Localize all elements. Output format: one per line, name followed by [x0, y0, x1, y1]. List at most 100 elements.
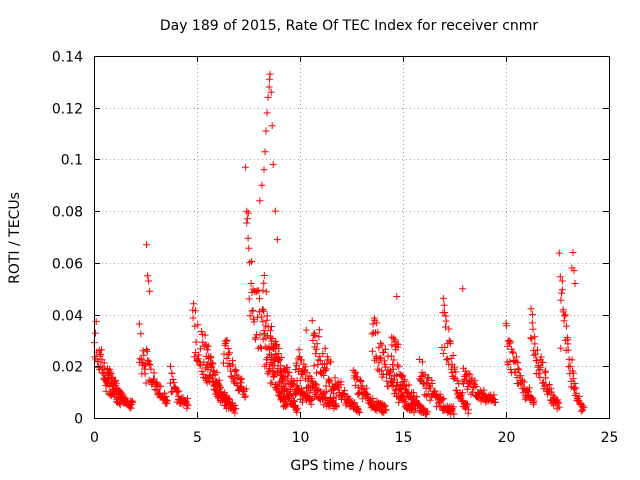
data-point	[410, 392, 418, 400]
data-point	[315, 333, 323, 341]
data-point	[115, 388, 123, 396]
data-point	[557, 296, 565, 304]
data-point	[169, 376, 177, 383]
data-point	[393, 293, 401, 300]
data-point	[106, 368, 114, 376]
data-point	[269, 161, 277, 169]
y-tick-label: 0.06	[52, 257, 83, 273]
data-point	[303, 369, 311, 377]
data-point	[514, 365, 522, 373]
data-point	[463, 401, 471, 409]
data-point	[92, 329, 99, 337]
data-point	[387, 352, 395, 360]
data-point	[571, 380, 579, 387]
data-point	[204, 346, 212, 354]
data-point	[274, 382, 282, 390]
data-point	[566, 362, 574, 370]
data-point	[206, 373, 214, 381]
data-point	[203, 361, 211, 369]
data-point	[231, 409, 239, 417]
y-tick-label: 0.14	[52, 50, 83, 66]
data-point	[174, 388, 182, 396]
data-point	[529, 325, 537, 333]
data-point	[145, 277, 153, 285]
data-point	[145, 357, 153, 365]
data-point	[128, 397, 136, 405]
data-point	[520, 378, 528, 386]
data-point	[147, 365, 155, 373]
data-point	[531, 333, 539, 341]
data-point	[107, 369, 115, 377]
data-point	[374, 365, 382, 373]
data-point	[323, 360, 331, 368]
data-point	[369, 320, 377, 328]
data-point	[243, 219, 251, 227]
data-point	[194, 321, 202, 329]
data-point	[502, 322, 510, 330]
data-point	[399, 372, 407, 380]
data-point	[510, 357, 518, 365]
data-point	[320, 372, 328, 379]
data-point	[216, 384, 224, 392]
data-point	[389, 381, 397, 389]
data-point	[313, 340, 321, 348]
data-point	[266, 75, 273, 83]
data-point	[140, 351, 148, 359]
data-point	[290, 398, 298, 405]
data-point	[459, 285, 467, 293]
data-point	[231, 375, 239, 383]
data-point	[259, 318, 267, 326]
data-point	[322, 382, 330, 390]
data-point	[141, 370, 149, 378]
data-point	[556, 273, 564, 281]
data-point	[290, 377, 298, 385]
data-point	[561, 311, 569, 319]
data-point	[244, 209, 252, 217]
data-point	[135, 320, 143, 328]
data-point	[199, 370, 207, 378]
data-point	[302, 326, 310, 334]
data-point	[98, 346, 105, 354]
data-point	[448, 407, 456, 415]
data-point	[137, 330, 145, 338]
data-point	[153, 378, 161, 386]
data-point	[213, 368, 221, 376]
data-point	[311, 332, 319, 340]
data-point	[261, 330, 269, 338]
data-point	[260, 279, 268, 287]
data-point	[298, 356, 305, 364]
data-point	[395, 398, 403, 406]
data-point	[388, 341, 396, 349]
data-point	[142, 379, 150, 387]
data-point	[260, 327, 268, 335]
data-point	[443, 356, 451, 364]
data-point	[143, 346, 150, 353]
data-point	[545, 381, 553, 388]
data-point	[511, 368, 519, 376]
data-point	[428, 380, 436, 387]
data-point	[273, 236, 281, 244]
data-point	[319, 350, 327, 358]
data-point	[506, 339, 513, 347]
data-point	[525, 384, 533, 392]
data-point	[277, 362, 285, 370]
data-point	[439, 294, 447, 302]
data-point	[516, 372, 524, 380]
data-point	[102, 387, 110, 395]
data-point	[299, 398, 306, 406]
data-point	[236, 376, 244, 383]
data-point	[283, 363, 291, 371]
y-tick-label: 0.02	[52, 360, 83, 376]
data-point	[389, 334, 397, 342]
data-point	[269, 367, 277, 375]
x-tick-label: 25	[601, 430, 619, 446]
data-point	[401, 376, 409, 384]
data-point	[518, 376, 526, 384]
data-point	[385, 382, 393, 390]
axis-ticks: 0 5 10 15 20 25 0 0.02 0.04 0.06 0.08 0.1 0.12 0.14	[52, 50, 619, 447]
data-point	[210, 368, 218, 376]
data-point	[537, 363, 545, 371]
data-point	[407, 407, 415, 415]
data-point	[571, 280, 579, 287]
data-point	[256, 331, 264, 339]
